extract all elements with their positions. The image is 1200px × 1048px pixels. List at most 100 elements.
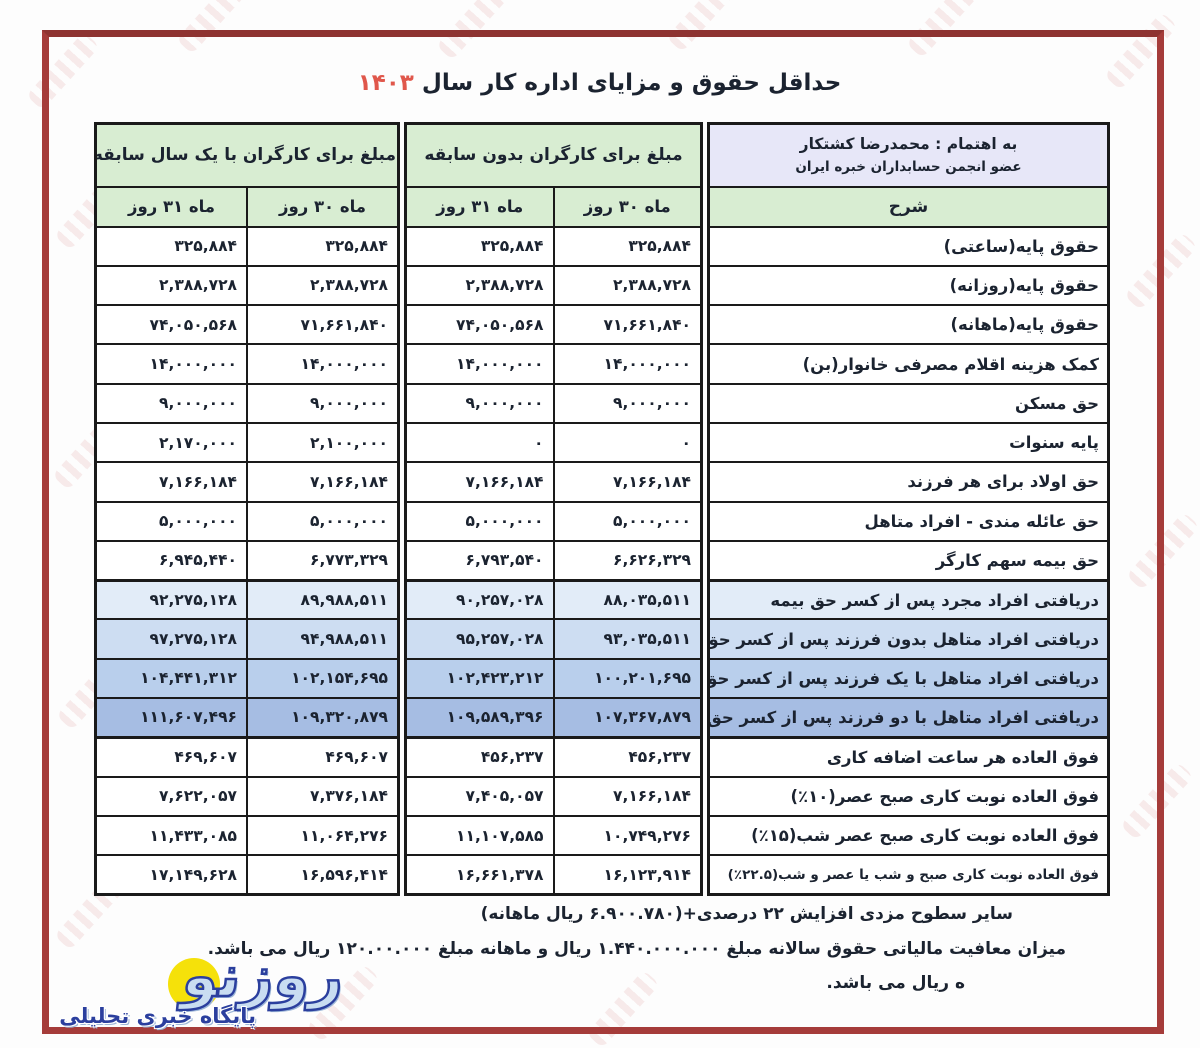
row-label: حق عائله مندی - افراد متاهل — [707, 500, 1110, 542]
row-label: فوق العاده هر ساعت اضافه کاری — [707, 736, 1110, 778]
cell-value-no-exp-31: ۱۰۲,۴۲۳,۲۱۲ — [404, 657, 555, 700]
cell-value-no-exp-31: ۶,۷۹۳,۵۴۰ — [404, 539, 555, 582]
cell-value-exp-31: ۱۷,۱۴۹,۶۲۸ — [94, 854, 248, 896]
cell-value-no-exp-31: ۷۴,۰۵۰,۵۶۸ — [404, 304, 555, 346]
cell-value-no-exp-30: ۰ — [552, 421, 703, 464]
cell-value-no-exp-31: ۱۴,۰۰۰,۰۰۰ — [404, 343, 555, 385]
cell-value-exp-31: ۱۴,۰۰۰,۰۰۰ — [94, 343, 248, 385]
row-label: حقوق پایه(ماهانه) — [707, 304, 1110, 346]
cell-value-no-exp-30: ۴۵۶,۲۳۷ — [552, 736, 703, 778]
cell-value-no-exp-30: ۷۱,۶۶۱,۸۴۰ — [552, 304, 703, 346]
row-label: پایه سنوات — [707, 421, 1110, 464]
cell-value-exp-31: ۱۰۴,۴۴۱,۳۱۲ — [94, 657, 248, 700]
one-year-experience-group-table: مبلغ برای کارگران با یک سال سابقه ماه ۳۰… — [94, 122, 400, 897]
cell-value-exp-31: ۳۲۵,۸۸۴ — [94, 225, 248, 267]
cell-value-exp-30: ۳۲۵,۸۸۴ — [246, 225, 400, 267]
cell-value-exp-30: ۱۶,۵۹۶,۴۱۴ — [246, 854, 400, 896]
footnote-wage-increase: سایر سطوح مزدی افزایش ۲۲ درصدی+(۶.۹۰۰.۷۸… — [480, 904, 1013, 924]
logo-tagline: پایگاه خبری تحلیلی — [59, 1004, 256, 1028]
footnotes: سایر سطوح مزدی افزایش ۲۲ درصدی+(۶.۹۰۰.۷۸… — [92, 897, 1108, 967]
footnote-tax-exemption: میزان معافیت مالیاتی حقوق سالانه مبلغ ۱.… — [207, 938, 1066, 959]
subheader-month-30: ماه ۳۰ روز — [552, 185, 703, 228]
cell-value-exp-30: ۷,۳۷۶,۱۸۴ — [246, 775, 400, 817]
cell-value-no-exp-31: ۷,۴۰۵,۰۵۷ — [404, 775, 555, 817]
cell-value-exp-31: ۵,۰۰۰,۰۰۰ — [94, 500, 248, 542]
cell-value-no-exp-30: ۹,۰۰۰,۰۰۰ — [552, 382, 703, 424]
description-column-header: شرح — [707, 185, 1110, 228]
cell-value-exp-30: ۸۹,۹۸۸,۵۱۱ — [246, 578, 400, 621]
row-label: دریافتی افراد متاهل با یک فرزند پس از کس… — [707, 657, 1110, 700]
group-header-no-experience: مبلغ برای کارگران بدون سابقه — [404, 122, 703, 188]
byline-cell: به اهتمام : محمدرضا کشتکار عضو انجمن حسا… — [707, 122, 1110, 188]
row-label: حق بیمه سهم کارگر — [707, 539, 1110, 582]
cell-value-exp-30: ۷,۱۶۶,۱۸۴ — [246, 461, 400, 503]
roozno-logo: روزنو پایگاه خبری تحلیلی — [28, 941, 349, 1038]
cell-value-no-exp-30: ۱۰۷,۳۶۷,۸۷۹ — [552, 697, 703, 739]
cell-value-exp-31: ۴۶۹,۶۰۷ — [94, 736, 248, 778]
cell-value-exp-31: ۷,۶۲۲,۰۵۷ — [94, 775, 248, 817]
row-label: فوق العاده نوبت کاری صبح عصر شب(۱۵٪) — [707, 814, 1110, 857]
cell-value-exp-31: ۱۱۱,۶۰۷,۴۹۶ — [94, 697, 248, 739]
cell-value-exp-30: ۱۰۹,۳۲۰,۸۷۹ — [246, 697, 400, 739]
cell-value-exp-30: ۹,۰۰۰,۰۰۰ — [246, 382, 400, 424]
description-column-table: به اهتمام : محمدرضا کشتکار عضو انجمن حسا… — [707, 122, 1110, 897]
cell-value-exp-30: ۱۱,۰۶۴,۲۷۶ — [246, 814, 400, 857]
page-title: حداقل حقوق و مزایای اداره کار سال ۱۴۰۳ — [42, 70, 1157, 96]
cell-value-no-exp-31: ۵,۰۰۰,۰۰۰ — [404, 500, 555, 542]
cell-value-exp-31: ۲,۳۸۸,۷۲۸ — [94, 264, 248, 307]
row-label: فوق العاده نوبت کاری صبح و شب یا عصر و ش… — [707, 854, 1110, 896]
cell-value-exp-31: ۷,۱۶۶,۱۸۴ — [94, 461, 248, 503]
cell-value-no-exp-30: ۳۲۵,۸۸۴ — [552, 225, 703, 267]
cell-value-exp-31: ۲,۱۷۰,۰۰۰ — [94, 421, 248, 464]
cell-value-exp-31: ۱۱,۴۳۳,۰۸۵ — [94, 814, 248, 857]
byline-membership: عضو انجمن حسابداران خبره ایران — [795, 158, 1022, 175]
row-label: حقوق پایه(روزانه) — [707, 264, 1110, 307]
cell-value-exp-31: ۹۲,۲۷۵,۱۲۸ — [94, 578, 248, 621]
cell-value-no-exp-30: ۱۶,۱۲۳,۹۱۴ — [552, 854, 703, 896]
page-border-frame — [42, 30, 1164, 1034]
cell-value-no-exp-31: ۴۵۶,۲۳۷ — [404, 736, 555, 778]
subheader-month-30: ماه ۳۰ روز — [246, 185, 400, 228]
cell-value-no-exp-30: ۸۸,۰۳۵,۵۱۱ — [552, 578, 703, 621]
cell-value-no-exp-30: ۹۳,۰۳۵,۵۱۱ — [552, 618, 703, 660]
cell-value-no-exp-30: ۵,۰۰۰,۰۰۰ — [552, 500, 703, 542]
row-label: حق مسکن — [707, 382, 1110, 424]
row-label: کمک هزینه اقلام مصرفی خانوار(بن) — [707, 343, 1110, 385]
cell-value-exp-30: ۷۱,۶۶۱,۸۴۰ — [246, 304, 400, 346]
cell-value-exp-31: ۶,۹۴۵,۴۴۰ — [94, 539, 248, 582]
cell-value-no-exp-31: ۷,۱۶۶,۱۸۴ — [404, 461, 555, 503]
row-label: دریافتی افراد متاهل بدون فرزند پس از کسر… — [707, 618, 1110, 660]
logo-yellow-circle-icon — [168, 958, 220, 1010]
cell-value-exp-31: ۹۷,۲۷۵,۱۲۸ — [94, 618, 248, 660]
cell-value-no-exp-31: ۰ — [404, 421, 555, 464]
row-label: دریافتی افراد متاهل با دو فرزند پس از کس… — [707, 697, 1110, 739]
cell-value-exp-30: ۵,۰۰۰,۰۰۰ — [246, 500, 400, 542]
cell-value-no-exp-30: ۱۰۰,۲۰۱,۶۹۵ — [552, 657, 703, 700]
cell-value-exp-30: ۴۶۹,۶۰۷ — [246, 736, 400, 778]
byline-author: به اهتمام : محمدرضا کشتکار — [799, 135, 1018, 154]
cell-value-no-exp-31: ۹,۰۰۰,۰۰۰ — [404, 382, 555, 424]
footnote-partial-rial-note: ه ریال می باشد. — [826, 973, 965, 993]
cell-value-exp-31: ۹,۰۰۰,۰۰۰ — [94, 382, 248, 424]
cell-value-exp-30: ۱۴,۰۰۰,۰۰۰ — [246, 343, 400, 385]
cell-value-exp-31: ۷۴,۰۵۰,۵۶۸ — [94, 304, 248, 346]
row-label: دریافتی افراد مجرد پس از کسر حق بیمه — [707, 578, 1110, 621]
cell-value-exp-30: ۲,۱۰۰,۰۰۰ — [246, 421, 400, 464]
page-title-text: حداقل حقوق و مزایای اداره کار سال — [421, 70, 842, 96]
cell-value-no-exp-31: ۹۰,۲۵۷,۰۲۸ — [404, 578, 555, 621]
row-label: حقوق پایه(ساعتی) — [707, 225, 1110, 267]
page-title-year: ۱۴۰۳ — [357, 70, 414, 96]
logo-wordmark: روزنو — [178, 941, 349, 1012]
cell-value-no-exp-31: ۱۶,۶۶۱,۳۷۸ — [404, 854, 555, 896]
cell-value-no-exp-31: ۳۲۵,۸۸۴ — [404, 225, 555, 267]
cell-value-no-exp-31: ۱۰۹,۵۸۹,۳۹۶ — [404, 697, 555, 739]
group-header-one-year: مبلغ برای کارگران با یک سال سابقه — [94, 122, 400, 188]
subheader-month-31: ماه ۳۱ روز — [404, 185, 555, 228]
cell-value-no-exp-30: ۷,۱۶۶,۱۸۴ — [552, 775, 703, 817]
cell-value-no-exp-31: ۲,۳۸۸,۷۲۸ — [404, 264, 555, 307]
cell-value-no-exp-30: ۱۰,۷۴۹,۲۷۶ — [552, 814, 703, 857]
row-label: فوق العاده نوبت کاری صبح عصر(۱۰٪) — [707, 775, 1110, 817]
no-experience-group-table: مبلغ برای کارگران بدون سابقه ماه ۳۰ روز … — [404, 122, 703, 897]
cell-value-no-exp-30: ۷,۱۶۶,۱۸۴ — [552, 461, 703, 503]
cell-value-exp-30: ۶,۷۷۳,۳۲۹ — [246, 539, 400, 582]
